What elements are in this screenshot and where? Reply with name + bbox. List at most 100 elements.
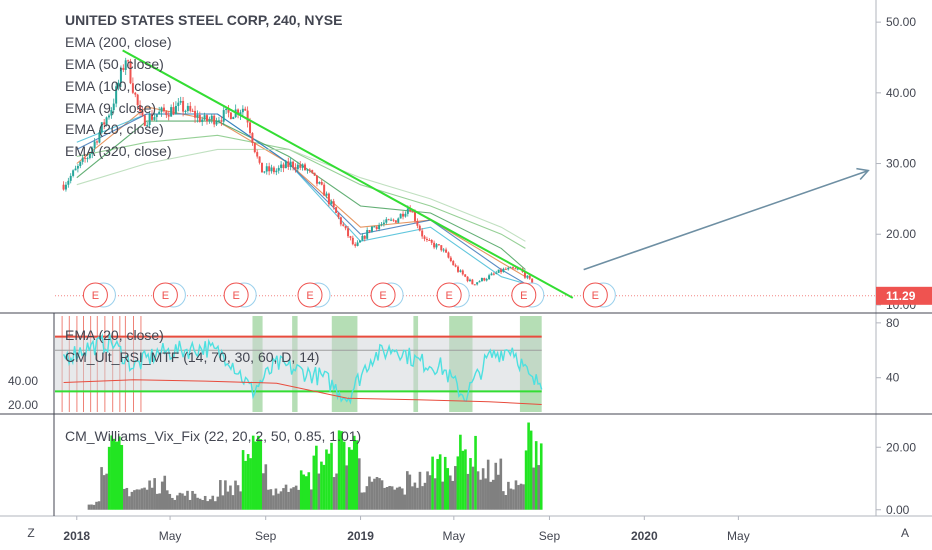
candle-body — [122, 67, 125, 70]
candle-body — [512, 267, 515, 269]
candle-body — [531, 278, 534, 285]
candle-body — [409, 208, 412, 212]
vix-bar — [178, 492, 182, 510]
price-axis-label: 30.00 — [886, 157, 916, 171]
vix-bar — [385, 487, 389, 510]
vix-bar — [171, 497, 174, 510]
vix-bar — [388, 485, 391, 510]
earnings-marker-label: E — [306, 290, 313, 302]
candle-body — [318, 182, 321, 184]
vix-bar — [421, 486, 424, 510]
vix-bar — [378, 478, 381, 510]
candle-body — [277, 167, 280, 171]
vix-bar — [459, 434, 462, 510]
candle-body — [416, 220, 419, 226]
candle-body — [452, 261, 455, 266]
vix-bar — [529, 430, 533, 510]
vix-bar — [517, 485, 520, 510]
vix-bar — [320, 461, 323, 510]
vix-bar — [115, 441, 119, 510]
candle-body — [411, 211, 414, 213]
candle-body — [495, 272, 498, 274]
zoom-button[interactable]: Z — [27, 526, 35, 540]
vix-bar — [436, 458, 439, 510]
candle-body — [151, 114, 154, 120]
vix-bar — [499, 458, 503, 510]
vix-bar — [272, 495, 275, 510]
vix-bar — [491, 479, 495, 510]
candle-body — [222, 110, 225, 122]
vix-bar — [158, 493, 162, 510]
candle-body — [433, 242, 436, 248]
candle-body — [167, 115, 170, 117]
candle-body — [148, 114, 151, 125]
candle-body — [189, 105, 192, 111]
vix-bar — [153, 478, 156, 510]
candle-body — [368, 230, 371, 232]
candle-body — [454, 265, 457, 267]
candle-body — [437, 244, 440, 246]
vix-bar — [251, 435, 255, 510]
candle-body — [81, 157, 84, 162]
candle-body — [394, 220, 397, 223]
vix-bar — [358, 458, 361, 510]
candle-body — [227, 108, 230, 113]
candle-body — [112, 103, 115, 111]
rsi-right-axis-label: 80 — [886, 316, 900, 330]
candle-body — [272, 167, 275, 173]
candle-body — [162, 107, 165, 112]
auto-scale-button[interactable]: A — [900, 526, 909, 540]
vix-bar — [406, 471, 409, 510]
candle-body — [282, 164, 285, 169]
vix-bar — [507, 481, 510, 510]
candle-body — [445, 249, 448, 253]
vix-bar — [413, 482, 417, 510]
vix-bar — [504, 494, 508, 510]
rsi-left-axis-label: 20.00 — [8, 398, 38, 412]
vix-bar — [370, 481, 374, 510]
candle-body — [497, 269, 500, 273]
vix-bar — [145, 489, 149, 510]
candle-body — [301, 164, 304, 168]
vix-bar — [456, 456, 460, 510]
vix-bar — [206, 501, 210, 510]
vix-bar — [496, 474, 500, 510]
rsi-right-axis-label: 40 — [886, 371, 900, 385]
candle-body — [100, 122, 103, 133]
vix-bar — [375, 477, 379, 510]
candle-body — [198, 114, 201, 122]
vix-bar — [299, 470, 303, 510]
candle-body — [182, 100, 185, 112]
candle-body — [96, 141, 99, 143]
price-axis-label: 50.00 — [886, 15, 916, 29]
vix-bar — [481, 468, 485, 510]
vix-bar — [148, 480, 151, 510]
candle-body — [91, 147, 94, 154]
vix-bar — [476, 471, 480, 510]
candle-body — [201, 119, 204, 122]
vix-bar — [221, 495, 225, 510]
vix-bar — [219, 480, 222, 510]
candle-body — [296, 164, 299, 170]
vix-bar — [373, 478, 376, 510]
vix-bar — [234, 480, 237, 510]
candle-body — [213, 115, 216, 125]
candle-body — [344, 225, 347, 229]
candle-body — [385, 219, 388, 223]
rsi-band-fill — [55, 336, 542, 392]
vix-bar — [464, 449, 467, 510]
vix-bar — [123, 488, 126, 510]
vix-bar — [317, 473, 321, 510]
candle-body — [249, 122, 252, 134]
candle-body — [509, 267, 512, 269]
candle-body — [107, 115, 110, 118]
vix-bar — [469, 458, 472, 510]
candle-body — [265, 166, 268, 172]
candle-body — [332, 201, 335, 208]
vix-bar — [110, 435, 113, 510]
candle-body — [485, 279, 488, 281]
vix-bar — [461, 450, 465, 510]
candle-body — [392, 219, 395, 221]
candle-body — [526, 275, 529, 278]
earnings-marker — [82, 282, 108, 308]
